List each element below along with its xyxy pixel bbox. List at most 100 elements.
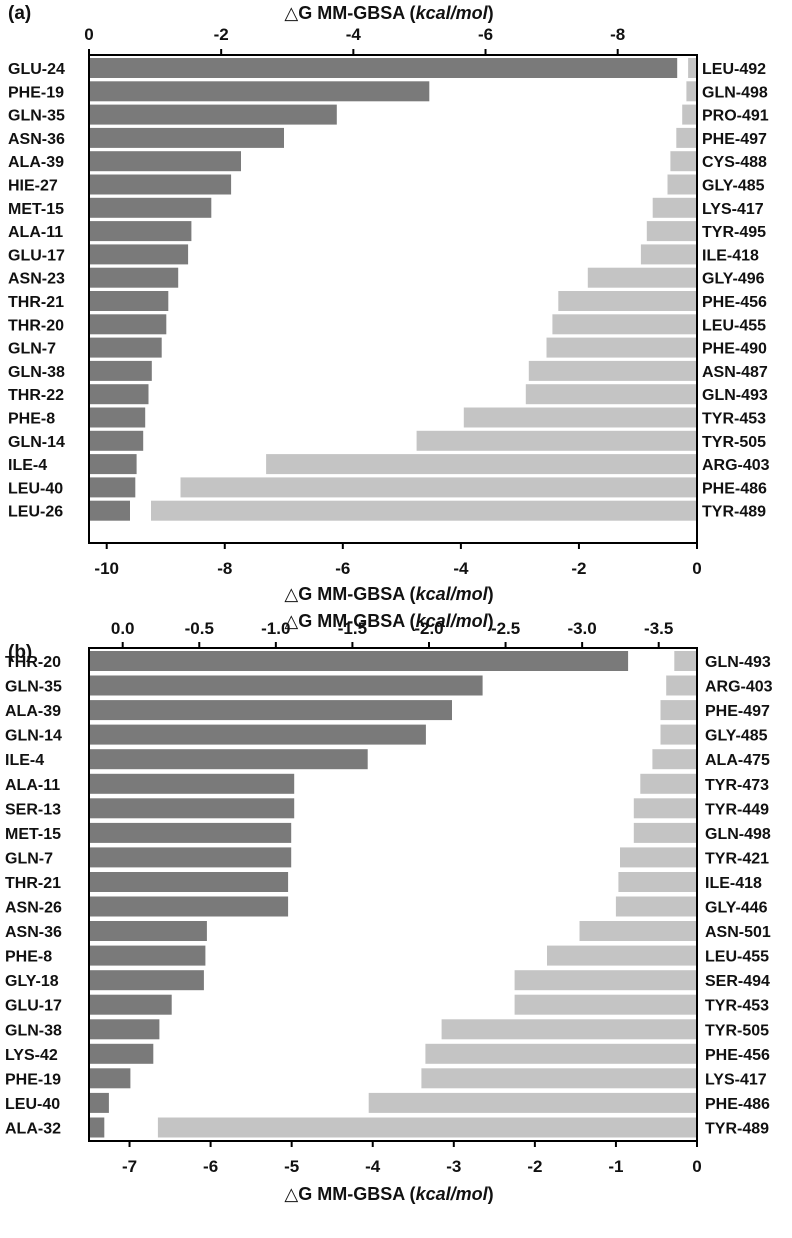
bar-leu-455 (547, 945, 697, 966)
residue-label: GLU-17 (5, 998, 62, 1015)
bar-phe-8 (89, 407, 146, 428)
residue-label: GLY-496 (702, 271, 765, 288)
residue-label: GLN-35 (8, 108, 65, 125)
bar-phe-486 (180, 477, 697, 498)
bar-gln-35 (89, 104, 337, 125)
top-axis-title-label-suffix: ) (488, 3, 494, 23)
residue-label: LYS-417 (702, 201, 764, 218)
bar-phe-497 (660, 700, 697, 721)
residue-label: TYR-495 (702, 224, 766, 241)
bar-tyr-453 (514, 994, 697, 1015)
residue-label: ALA-11 (8, 224, 63, 241)
bar-glu-17 (89, 994, 172, 1015)
bar-cys-488 (670, 151, 697, 172)
top-axis: 0.0 -0.5 -1.0 -1.5 -2.0 -2.5 -3.0 -3.5 (111, 619, 673, 648)
bottom-tick-label: -8 (217, 559, 232, 578)
residue-label: GLN-38 (5, 1022, 62, 1039)
bar-thr-22 (89, 384, 149, 405)
bar-thr-20 (89, 314, 167, 335)
residue-label: TYR-505 (705, 1022, 769, 1039)
bar-ile-418 (640, 244, 697, 265)
residue-label: TYR-449 (705, 801, 769, 818)
bar-leu-40 (89, 1092, 109, 1113)
top-axis: 0 -2 -4 -6 -8 (84, 25, 625, 55)
residue-label: GLU-24 (8, 61, 65, 78)
residue-label: ALA-32 (5, 1121, 61, 1138)
bar-ala-475 (652, 749, 697, 770)
residue-label: ILE-418 (702, 247, 759, 264)
bar-ala-32 (89, 1117, 105, 1138)
bottom-axis: -7 -6 -5 -4 -3 -2 -1 0 (122, 1141, 702, 1176)
top-tick-label: -4 (346, 25, 362, 44)
receptor-bars: GLN-493 ARG-403 PHE-497 GLY-485 ALA-475 TYR-4… (157, 651, 773, 1138)
top-tick-label: -1.5 (338, 619, 367, 638)
bar-tyr-453 (463, 407, 697, 428)
panel-label: (b) (8, 642, 32, 663)
top-tick-label: -0.5 (185, 619, 214, 638)
bar-tyr-421 (620, 847, 697, 868)
top-axis-title: △G MM-GBSA (kcal/mol) (284, 611, 493, 631)
panel-a: GLU-24 PHE-19 GLN-35 ASN-36 ALA-39 HIE-27 MET-… (8, 3, 770, 604)
residue-label: GLU-17 (8, 247, 65, 264)
residue-label: LYS-42 (5, 1047, 58, 1064)
bar-gln-498 (686, 81, 697, 102)
residue-label: GLN-14 (5, 728, 62, 745)
bar-gln-498 (633, 822, 697, 843)
top-tick-label: -2.0 (414, 619, 443, 638)
panel-b: THR-20 GLN-35 ALA-39 GLN-14 ILE-4 ALA-11 SER-1… (5, 611, 773, 1204)
residue-label: TYR-453 (702, 411, 766, 428)
bottom-axis-title-label-prefix: △G MM-GBSA ( (284, 584, 415, 604)
bottom-tick-label: -7 (122, 1157, 137, 1176)
bar-leu-455 (552, 314, 697, 335)
residue-label: PHE-486 (705, 1096, 770, 1113)
residue-label: PHE-8 (8, 411, 55, 428)
bar-leu-492 (688, 58, 697, 78)
bar-gln-14 (89, 724, 426, 745)
bar-gln-14 (89, 430, 144, 451)
residue-label: PHE-497 (702, 131, 767, 148)
bar-gly-18 (89, 970, 204, 991)
bottom-tick-label: -10 (94, 559, 119, 578)
top-axis-title-label-suffix: ) (488, 611, 494, 631)
residue-label: PHE-497 (705, 703, 770, 720)
bottom-tick-label: 0 (692, 559, 701, 578)
residue-label: PHE-8 (5, 949, 52, 966)
bottom-tick-label: -2 (527, 1157, 542, 1176)
bar-asn-36 (89, 921, 207, 941)
bar-ala-39 (89, 700, 452, 721)
bottom-tick-label: -3 (446, 1157, 461, 1176)
residue-label: ASN-26 (5, 900, 62, 917)
bar-leu-26 (89, 500, 130, 521)
plot-frame (88, 647, 698, 1142)
bar-leu-40 (89, 477, 136, 498)
top-tick-label: -3.5 (644, 619, 673, 638)
residue-label: GLN-35 (5, 679, 62, 696)
bar-glu-24 (89, 58, 678, 78)
bar-tyr-505 (416, 430, 697, 451)
bottom-tick-label: -2 (571, 559, 586, 578)
residue-label: PHE-456 (705, 1047, 770, 1064)
bar-arg-403 (666, 675, 697, 696)
bar-lys-42 (89, 1043, 154, 1064)
top-tick-label: -2.5 (491, 619, 520, 638)
residue-label: TYR-473 (705, 777, 769, 794)
bar-phe-8 (89, 945, 206, 966)
bar-lys-417 (652, 197, 697, 218)
bar-ile-4 (89, 749, 368, 770)
top-axis-title-label-prefix: △G MM-GBSA ( (284, 611, 415, 631)
bar-gln-493 (674, 651, 697, 671)
residue-label: GLN-498 (705, 826, 771, 843)
bar-ile-4 (89, 454, 137, 475)
bar-tyr-473 (640, 773, 697, 794)
top-axis-title: △G MM-GBSA (kcal/mol) (284, 3, 493, 23)
top-axis-title-label-unit: kcal/mol (416, 3, 489, 23)
residue-label: LEU-492 (702, 61, 766, 78)
bottom-tick-label: -6 (335, 559, 350, 578)
residue-label: ASN-36 (8, 131, 65, 148)
bar-lys-417 (421, 1068, 697, 1089)
residue-label: THR-20 (8, 317, 64, 334)
residue-label: TYR-421 (705, 850, 769, 867)
residue-label: GLN-38 (8, 364, 65, 381)
peptide-bars: GLU-24 PHE-19 GLN-35 ASN-36 ALA-39 HIE-27 MET-… (8, 58, 678, 521)
